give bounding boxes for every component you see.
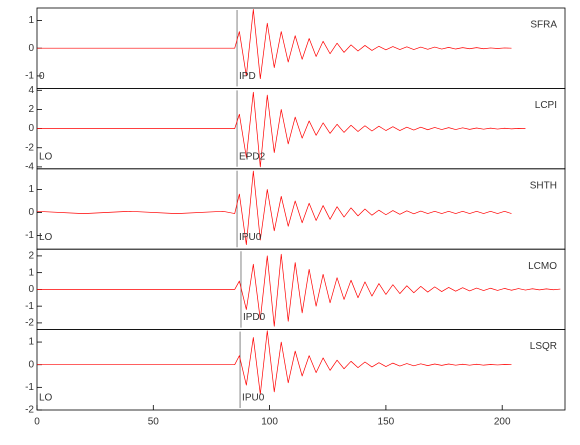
marker-label: LO	[39, 232, 53, 243]
phase-label: EPD2	[239, 151, 266, 162]
trace	[37, 330, 512, 395]
station-label: SFRA	[530, 20, 557, 31]
y-tick-label: -1	[25, 382, 34, 393]
phase-label: IPU0	[242, 393, 265, 404]
y-tick-label: 0	[28, 43, 34, 54]
station-label: SHTH	[530, 180, 557, 191]
trace	[36, 170, 512, 245]
y-tick-label: -4	[25, 162, 34, 173]
x-tick-label: 150	[378, 417, 395, 428]
y-tick-label: 0	[28, 123, 34, 134]
y-tick-label: 4	[28, 85, 34, 96]
trace	[37, 253, 561, 327]
y-tick-label: 0	[28, 359, 34, 370]
y-tick-label: 1	[28, 15, 34, 26]
x-tick-label: 50	[148, 417, 160, 428]
panel-frame	[36, 329, 566, 411]
y-tick-label: 2	[28, 251, 34, 262]
y-tick-label: -1	[25, 301, 34, 312]
trace	[37, 9, 512, 80]
y-tick-label: 2	[28, 104, 34, 115]
x-tick-label: 100	[261, 417, 278, 428]
panel-frame	[36, 168, 566, 250]
x-tick-label: 200	[494, 417, 511, 428]
station-label: LCPI	[535, 100, 557, 111]
marker-label: LO	[39, 393, 53, 404]
y-tick-label: -2	[25, 405, 34, 416]
y-tick-label: 1	[28, 267, 34, 278]
y-tick-label: -2	[25, 142, 34, 153]
y-tick-label: 0	[28, 284, 34, 295]
y-tick-label: -1	[25, 71, 34, 82]
station-label: LSQR	[530, 341, 557, 352]
marker-label: LO	[39, 151, 53, 162]
station-label: LCMO	[528, 261, 557, 272]
phase-label: IPD0	[243, 312, 266, 323]
y-tick-label: 1	[28, 337, 34, 348]
y-tick-label: -2	[25, 318, 34, 329]
y-tick-label: 0	[28, 207, 34, 218]
x-tick-label: 0	[34, 417, 40, 428]
trace	[37, 91, 526, 168]
phase-label: IPD	[239, 71, 256, 82]
phase-label: IPU0	[239, 232, 262, 243]
y-tick-label: -1	[25, 230, 34, 241]
marker-label: 0	[39, 71, 45, 82]
y-tick-label: 1	[28, 184, 34, 195]
